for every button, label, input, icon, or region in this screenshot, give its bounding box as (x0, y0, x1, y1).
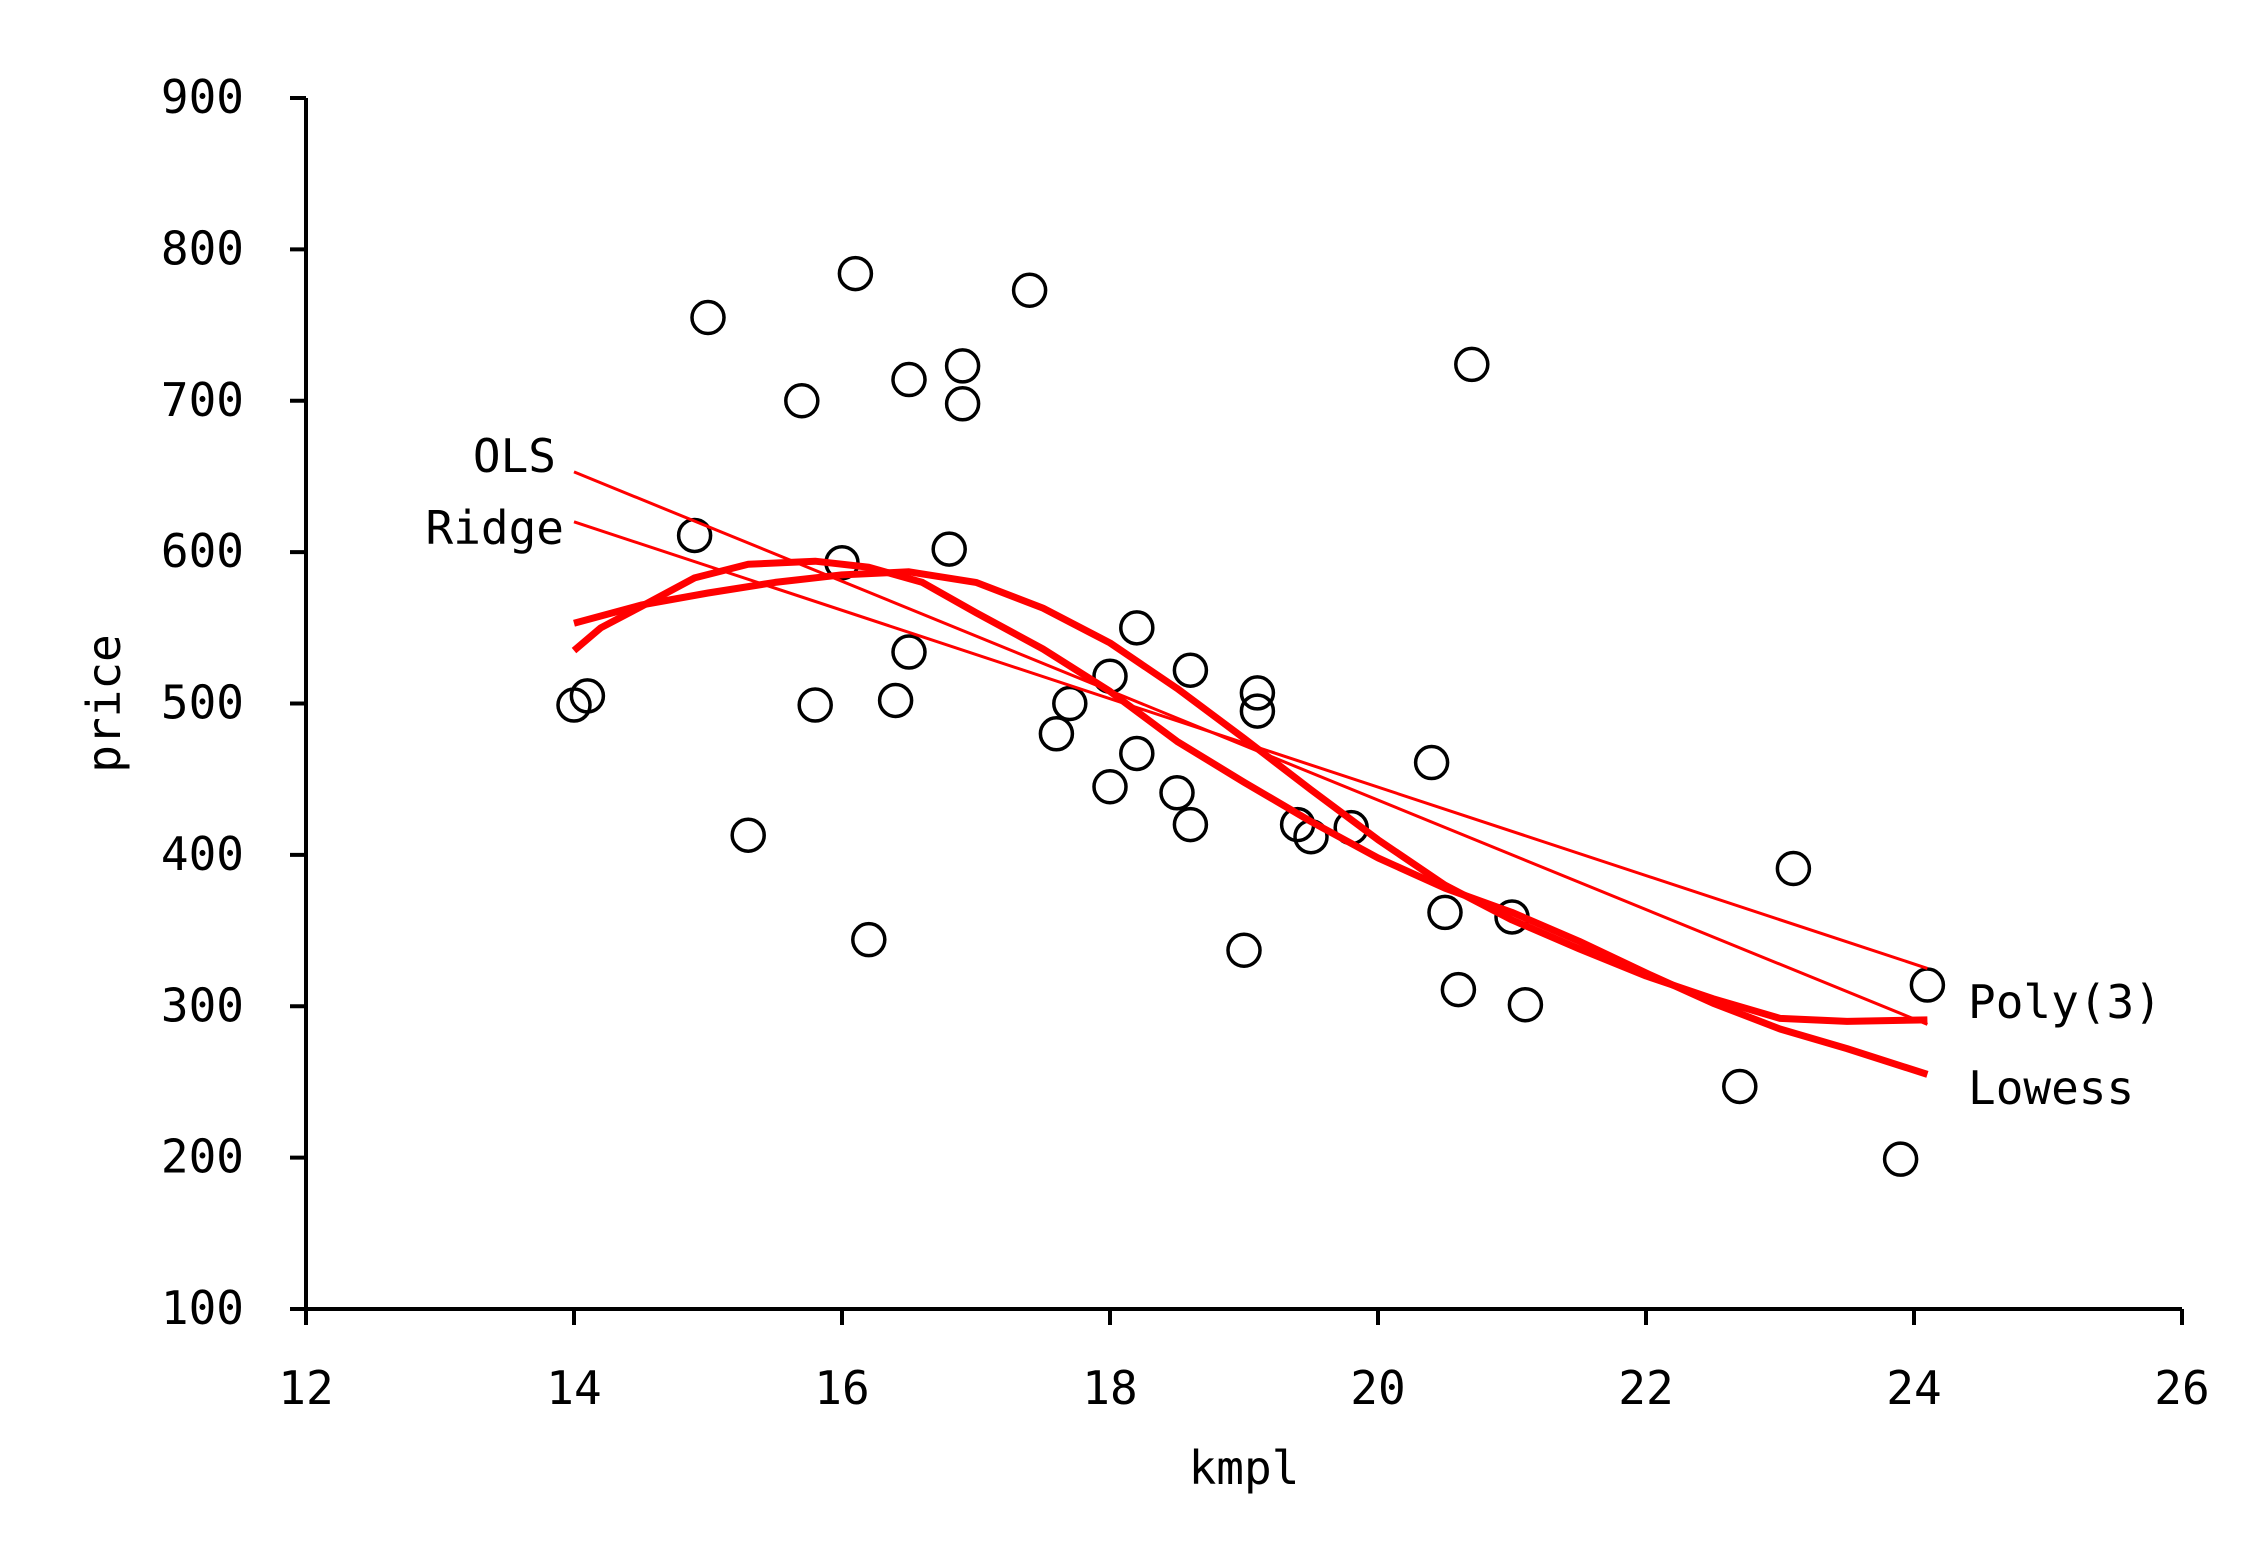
data-point (1119, 610, 1155, 646)
data-point (1775, 850, 1812, 887)
y-tick-label: 700 (161, 373, 244, 427)
data-point (1454, 346, 1490, 383)
data-point (1011, 272, 1048, 308)
data-point (1722, 1068, 1758, 1105)
x-tick-label: 12 (278, 1361, 333, 1415)
y-tick-label: 500 (161, 676, 244, 730)
line-label: OLS (473, 429, 556, 483)
data-point (1092, 769, 1128, 805)
x-tick-label: 24 (1886, 1361, 1941, 1415)
fit-line-labels: OLS Ridge Poly(3) Lowess (426, 429, 2162, 1115)
data-point (931, 531, 967, 567)
data-point (877, 682, 914, 719)
x-tick-label: 16 (814, 1361, 869, 1415)
x-axis-ticks: 12 14 16 18 20 22 24 26 (278, 1309, 2210, 1415)
data-point (1226, 932, 1262, 968)
data-point (1172, 806, 1209, 843)
data-point (1882, 1141, 1919, 1177)
x-tick-label: 20 (1350, 1361, 1405, 1415)
data-point (676, 517, 713, 554)
data-point (690, 299, 726, 336)
data-point (1038, 716, 1075, 752)
data-point (1909, 967, 1946, 1003)
x-tick-label: 22 (1618, 1361, 1673, 1415)
data-point (1239, 693, 1276, 729)
fit-line-lowess (571, 557, 1929, 1078)
line-label: Ridge (426, 501, 564, 555)
data-point (944, 348, 981, 384)
data-point (891, 361, 927, 398)
scatter-points (556, 255, 1946, 1177)
y-axis-ticks: 100 200 300 400 500 600 700 800 900 (161, 70, 306, 1335)
data-point (784, 383, 820, 419)
data-point (1440, 971, 1477, 1008)
y-tick-label: 800 (161, 221, 244, 275)
y-tick-label: 100 (161, 1281, 244, 1335)
data-point (891, 634, 927, 670)
data-point (1052, 685, 1088, 722)
data-point (1413, 744, 1450, 781)
data-point (837, 255, 874, 292)
data-point (1119, 735, 1155, 772)
y-tick-label: 900 (161, 70, 244, 124)
data-point (1172, 652, 1209, 688)
data-point (730, 817, 766, 853)
line-label: Poly(3) (1968, 975, 2162, 1029)
fit-line-poly-3 (573, 568, 1928, 1025)
data-point (851, 921, 887, 958)
data-point (1239, 675, 1276, 711)
data-point (1507, 986, 1544, 1023)
x-tick-label: 14 (546, 1361, 601, 1415)
data-point (1159, 775, 1195, 811)
data-point (797, 687, 833, 723)
x-axis-title: kmpl (1189, 1441, 1300, 1495)
line-label: Lowess (1968, 1061, 2134, 1115)
data-point (944, 386, 981, 422)
data-point (569, 678, 606, 714)
y-tick-label: 400 (161, 827, 244, 881)
x-tick-label: 26 (2154, 1361, 2209, 1415)
y-tick-label: 600 (161, 524, 244, 578)
y-tick-label: 300 (161, 978, 244, 1032)
fit-lines (571, 470, 1929, 1078)
fit-line-ols (573, 470, 1928, 1026)
y-axis-title: price (77, 634, 131, 772)
data-point (1427, 894, 1463, 931)
y-tick-label: 200 (161, 1130, 244, 1184)
x-tick-label: 18 (1082, 1361, 1137, 1415)
